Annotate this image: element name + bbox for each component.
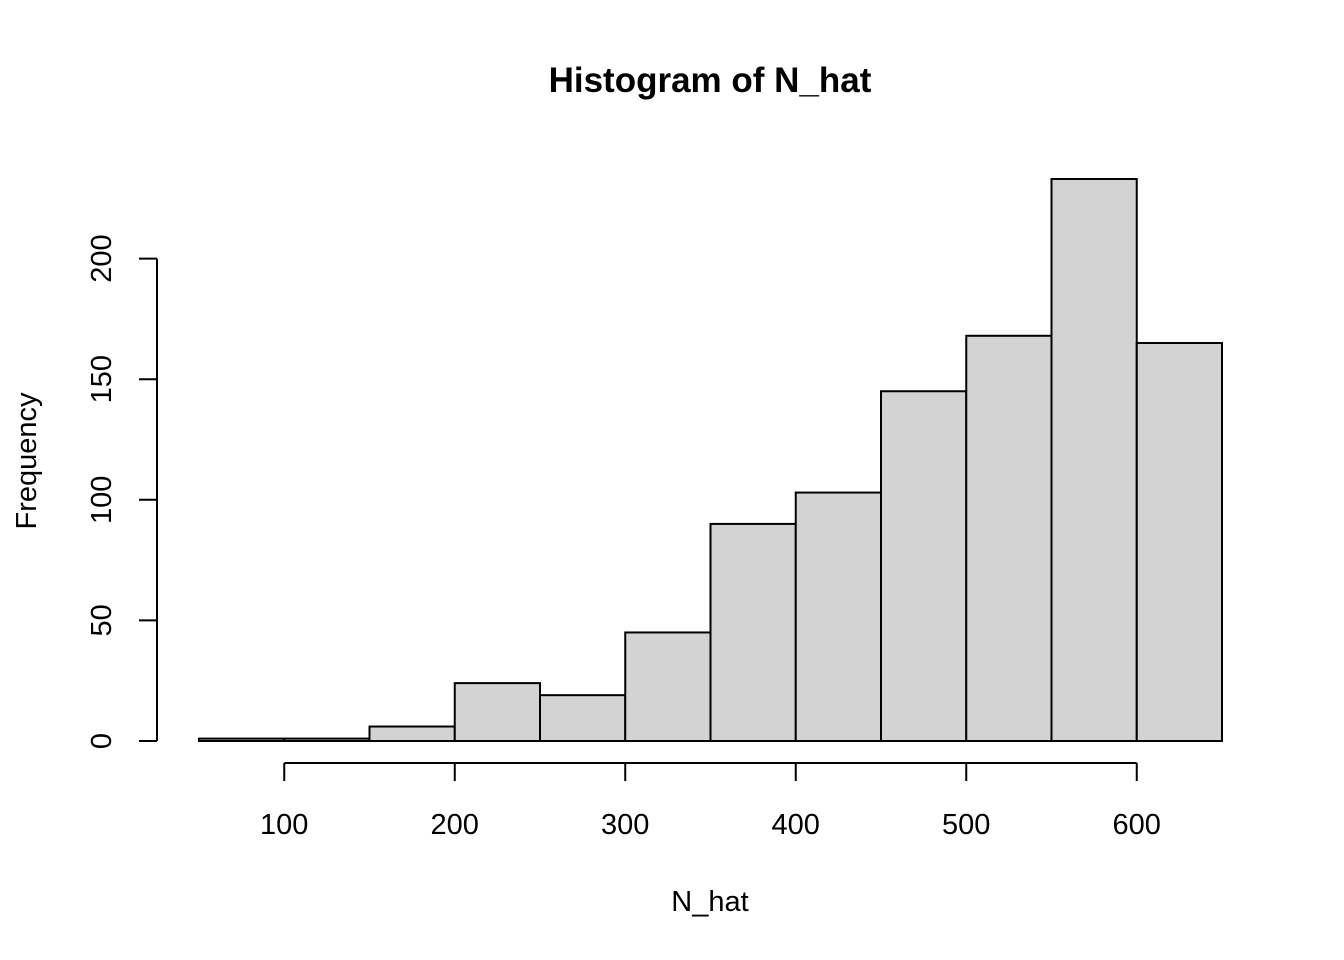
histogram-bar (1050, 178, 1138, 742)
histogram-bar (709, 522, 797, 742)
histogram-bar (198, 737, 286, 743)
histogram-bar (1135, 342, 1223, 742)
histogram-bar (453, 682, 541, 742)
x-tick-label: 300 (601, 809, 649, 841)
x-tick-label: 200 (431, 809, 479, 841)
x-tick-label: 400 (772, 809, 820, 841)
histogram-bar (880, 390, 968, 742)
x-axis: 100 200 300 400 500 600 (260, 762, 1161, 841)
y-tick-label: 0 (86, 733, 118, 749)
histogram-bar (368, 725, 456, 742)
histogram-bar (624, 631, 712, 742)
y-tick-label: 150 (86, 355, 118, 403)
histogram-bar (283, 737, 371, 743)
histogram-bar (965, 334, 1053, 742)
bars-group (198, 178, 1223, 743)
y-tick-label: 50 (86, 604, 118, 636)
y-axis-title: Frequency (11, 392, 43, 530)
x-tick-label: 100 (260, 809, 308, 841)
histogram-bar (794, 491, 882, 742)
y-tick-label: 200 (86, 234, 118, 282)
y-tick-label: 100 (86, 476, 118, 524)
y-axis: 0 50 100 150 200 (86, 234, 158, 749)
x-tick-label: 600 (1113, 809, 1161, 841)
chart-title: Histogram of N_hat (549, 61, 872, 100)
histogram-bar (539, 694, 627, 743)
x-tick-label: 500 (942, 809, 990, 841)
x-axis-title: N_hat (671, 886, 748, 918)
